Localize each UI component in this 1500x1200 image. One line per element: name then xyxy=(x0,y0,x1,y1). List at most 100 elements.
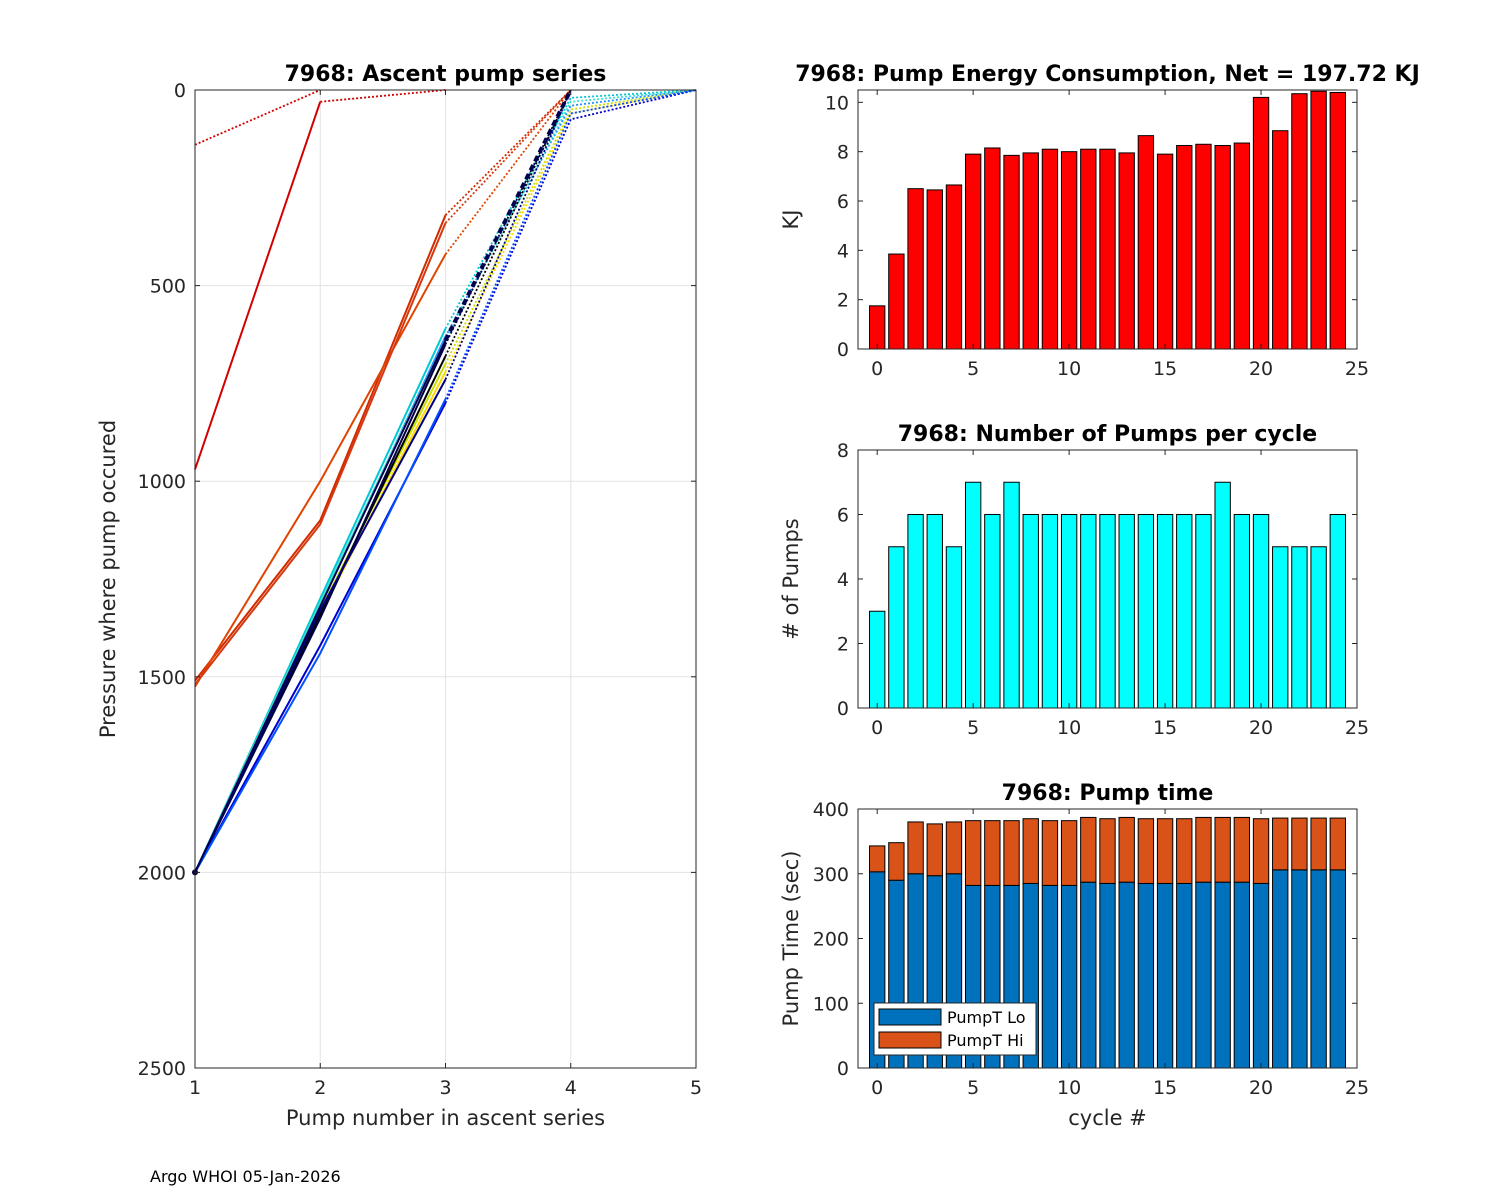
bar xyxy=(926,514,943,709)
y-tick-label: 8 xyxy=(837,142,849,164)
series-line xyxy=(194,101,322,470)
bar xyxy=(1080,816,1097,883)
bar xyxy=(1291,817,1308,871)
bar xyxy=(1195,143,1212,350)
series-line xyxy=(444,89,572,255)
bar xyxy=(1329,514,1346,709)
chart-title: 7968: Ascent pump series xyxy=(285,62,607,87)
bar xyxy=(1233,816,1251,883)
x-tick-label: 25 xyxy=(1345,358,1369,380)
x-tick-label: 25 xyxy=(1345,717,1369,739)
x-axis-label: Pump number in ascent series xyxy=(286,1106,605,1130)
x-tick-label: 0 xyxy=(871,717,883,739)
bar xyxy=(869,305,886,350)
bar xyxy=(907,514,924,709)
bar xyxy=(1310,817,1327,871)
bar xyxy=(1137,818,1155,884)
y-tick-label: 6 xyxy=(837,505,849,527)
series-line xyxy=(320,89,446,103)
x-tick-label: 20 xyxy=(1249,358,1273,380)
series-line xyxy=(444,89,572,345)
bar xyxy=(1329,817,1346,871)
bar xyxy=(1060,820,1078,886)
bar xyxy=(1022,818,1039,884)
bar xyxy=(1233,881,1251,1069)
y-tick-label: 0 xyxy=(174,80,186,102)
axes-box xyxy=(857,89,1358,350)
y-tick-label: 0 xyxy=(837,339,849,361)
bar xyxy=(1291,546,1308,709)
x-tick-label: 5 xyxy=(967,717,979,739)
bar xyxy=(1137,135,1155,350)
series-line xyxy=(194,89,321,146)
bar xyxy=(1176,514,1193,709)
series-line xyxy=(444,89,697,400)
bar xyxy=(984,514,1001,709)
x-tick-label: 4 xyxy=(565,1077,577,1099)
bar xyxy=(1118,152,1135,350)
bar xyxy=(1156,514,1174,709)
bar xyxy=(964,820,982,886)
bar xyxy=(1214,145,1231,350)
bar xyxy=(1099,882,1116,1069)
bar xyxy=(1176,882,1193,1069)
y-axis-label: KJ xyxy=(779,210,803,230)
series-line xyxy=(194,222,447,686)
x-tick-label: 3 xyxy=(439,1077,451,1099)
y-tick-label: 300 xyxy=(813,864,849,886)
bar xyxy=(1003,154,1020,350)
bar xyxy=(1118,816,1135,883)
bar xyxy=(1118,514,1135,709)
bar xyxy=(1156,818,1174,884)
bar xyxy=(964,153,982,350)
bar xyxy=(1156,153,1174,350)
x-axis-label: cycle # xyxy=(1068,1106,1147,1130)
bar xyxy=(1233,142,1251,350)
y-tick-label: 400 xyxy=(813,799,849,821)
bar xyxy=(1099,148,1116,350)
bar xyxy=(869,610,886,709)
bar xyxy=(1291,869,1308,1069)
x-tick-label: 15 xyxy=(1153,358,1177,380)
series-line xyxy=(194,343,447,873)
y-axis-label: Pump Time (sec) xyxy=(779,851,803,1027)
series-line xyxy=(194,253,447,688)
bar xyxy=(1041,148,1059,350)
bar xyxy=(1195,881,1212,1069)
bar xyxy=(1214,481,1231,709)
x-tick-label: 15 xyxy=(1153,1077,1177,1099)
series-line xyxy=(444,89,572,380)
bar xyxy=(945,184,963,350)
bar xyxy=(1060,151,1078,350)
chart-title: 7968: Number of Pumps per cycle xyxy=(898,422,1317,447)
pump-time-chart: 0 5 10 15 20 25 0 100 200 300 400 7968: Pump time Pu… xyxy=(779,781,1369,1130)
x-tick-label: 5 xyxy=(967,1077,979,1099)
y-tick-label: 1500 xyxy=(138,667,186,689)
bar xyxy=(1252,96,1270,350)
bar xyxy=(907,188,924,350)
bar xyxy=(1310,546,1327,709)
y-tick-label: 8 xyxy=(837,440,849,462)
bar xyxy=(888,546,905,709)
bar xyxy=(1080,514,1097,709)
bar xyxy=(1195,816,1212,883)
series-line xyxy=(443,89,573,342)
x-tick-label: 20 xyxy=(1249,717,1273,739)
bar xyxy=(945,546,963,709)
y-tick-label: 2000 xyxy=(138,862,186,884)
x-tick-label: 2 xyxy=(314,1077,326,1099)
x-tick-label: 10 xyxy=(1057,1077,1081,1099)
x-tick-label: 1 xyxy=(189,1077,201,1099)
y-axis-label: Pressure where pump occured xyxy=(96,420,120,738)
chart-title: 7968: Pump time xyxy=(1002,781,1214,806)
bar xyxy=(1291,93,1308,350)
bar xyxy=(1137,882,1155,1069)
series-line xyxy=(194,214,447,682)
bar xyxy=(1060,514,1078,709)
bar xyxy=(1137,514,1155,709)
bar xyxy=(1310,869,1327,1069)
y-tick-label: 0 xyxy=(837,698,849,720)
bar xyxy=(1060,884,1078,1069)
bar xyxy=(984,147,1001,350)
y-tick-label: 4 xyxy=(837,240,849,262)
